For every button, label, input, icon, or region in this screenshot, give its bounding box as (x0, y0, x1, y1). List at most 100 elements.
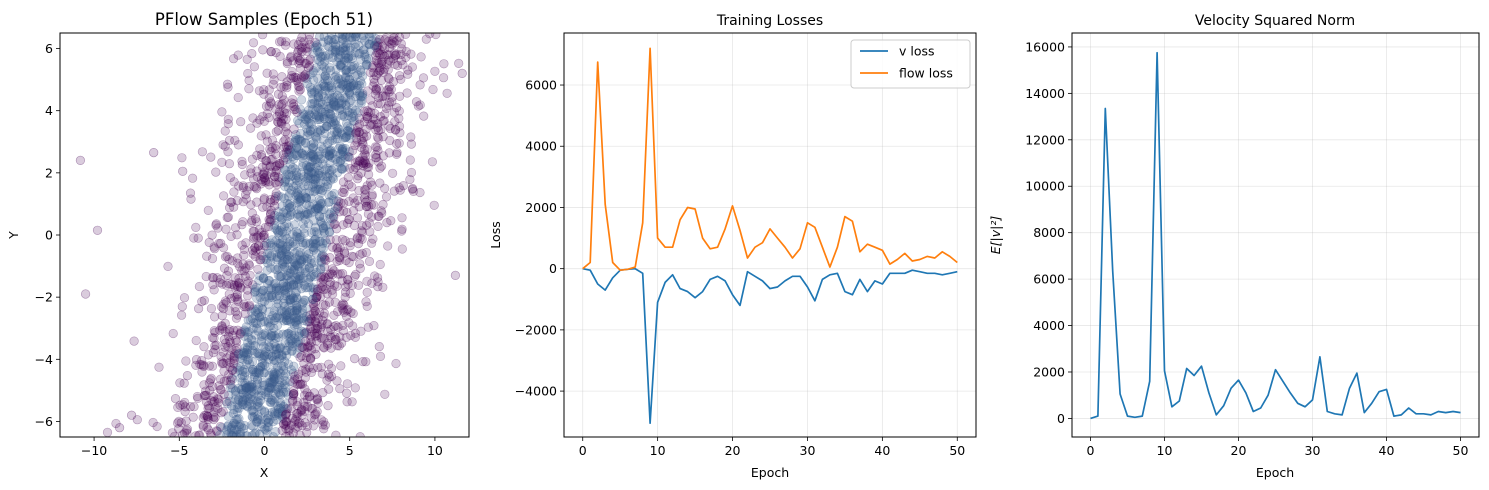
scatter-point (292, 379, 303, 389)
scatter-point (261, 101, 272, 111)
scatter-point (217, 322, 227, 332)
scatter-point (301, 304, 311, 314)
scatter-point (343, 275, 353, 285)
scatter-point (339, 42, 349, 53)
scatter-point (363, 322, 373, 332)
scatter-point (356, 168, 366, 178)
scatter-point (325, 220, 335, 230)
scatter-point (288, 94, 298, 105)
scatter-point (276, 272, 286, 282)
scatter-point (231, 307, 241, 317)
scatter-point (238, 217, 248, 227)
scatter-point (224, 326, 234, 337)
scatter-point (394, 138, 404, 148)
scatter-point (271, 313, 282, 323)
scatter-point (327, 363, 337, 373)
scatter-point (259, 230, 269, 240)
scatter-point (281, 382, 291, 392)
scatter-point (331, 40, 341, 50)
scatter-point (238, 197, 248, 207)
scatter-point (265, 217, 275, 227)
scatter-point (225, 325, 235, 335)
scatter-point (297, 351, 307, 361)
scatter-point (334, 196, 344, 206)
scatter-point (415, 100, 425, 110)
scatter-point (277, 214, 287, 224)
scatter-point (238, 388, 248, 398)
scatter-point (277, 307, 287, 317)
scatter-point (340, 133, 351, 143)
scatter-point (362, 201, 372, 212)
scatter-point (356, 67, 366, 77)
scatter-point (258, 33, 268, 40)
scatter-point (222, 212, 232, 223)
scatter-point (211, 167, 221, 177)
scatter-point (250, 341, 260, 351)
scatter-point (305, 39, 315, 50)
scatter-point (247, 430, 257, 437)
scatter-point (309, 138, 319, 148)
scatter-point (219, 191, 229, 201)
scatter-point (305, 272, 315, 282)
scatter-point (282, 212, 292, 222)
scatter-point (295, 82, 305, 92)
scatter-point (272, 111, 282, 122)
scatter-point (224, 289, 234, 299)
scatter-point (353, 174, 363, 184)
scatter-point (332, 376, 342, 386)
scatter-point (279, 316, 289, 326)
scatter-point (263, 258, 273, 268)
scatter-point (315, 201, 325, 211)
scatter-point (328, 92, 338, 103)
losses-xtick-label: 0 (579, 443, 587, 458)
scatter-point (229, 325, 239, 336)
scatter-point (376, 124, 386, 135)
scatter-point (355, 90, 365, 100)
scatter-point (334, 341, 344, 351)
legend-label-v-loss: v loss (899, 44, 935, 59)
scatter-point (252, 232, 262, 242)
velocity-xtick-label: 40 (1379, 443, 1395, 458)
scatter-outlier-point (178, 166, 188, 176)
scatter-point (364, 39, 374, 50)
scatter-point (191, 335, 201, 346)
scatter-point (102, 427, 113, 437)
scatter-point (329, 189, 339, 199)
scatter-point (311, 248, 321, 258)
scatter-point (385, 43, 395, 53)
scatter-point (240, 170, 250, 180)
scatter-point (398, 60, 408, 70)
scatter-point (310, 172, 320, 182)
scatter-point (327, 120, 337, 130)
scatter-point (274, 283, 284, 294)
scatter-point (293, 47, 303, 58)
scatter-point (324, 151, 334, 161)
scatter-point (319, 342, 329, 352)
scatter-point (322, 319, 332, 329)
scatter-point (315, 146, 325, 156)
scatter-point (306, 258, 317, 269)
scatter-point (296, 128, 306, 138)
scatter-point (333, 79, 343, 89)
scatter-point (182, 424, 192, 434)
scatter-point (288, 163, 298, 173)
scatter-point (328, 214, 338, 224)
scatter-point (280, 301, 290, 312)
scatter-point (257, 419, 267, 429)
scatter-point (352, 126, 362, 136)
scatter-point (261, 130, 271, 140)
scatter-point (356, 98, 366, 108)
scatter-point (310, 110, 320, 120)
scatter-point (248, 249, 258, 259)
scatter-point (247, 314, 258, 324)
scatter-point (318, 420, 328, 430)
scatter-point (241, 387, 251, 397)
scatter-point (347, 113, 357, 123)
scatter-point (319, 112, 329, 122)
scatter-point (295, 235, 305, 245)
scatter-point (397, 244, 407, 254)
scatter-point (357, 221, 367, 231)
scatter-point (312, 201, 322, 211)
scatter-point (193, 233, 203, 243)
scatter-point (313, 286, 323, 297)
